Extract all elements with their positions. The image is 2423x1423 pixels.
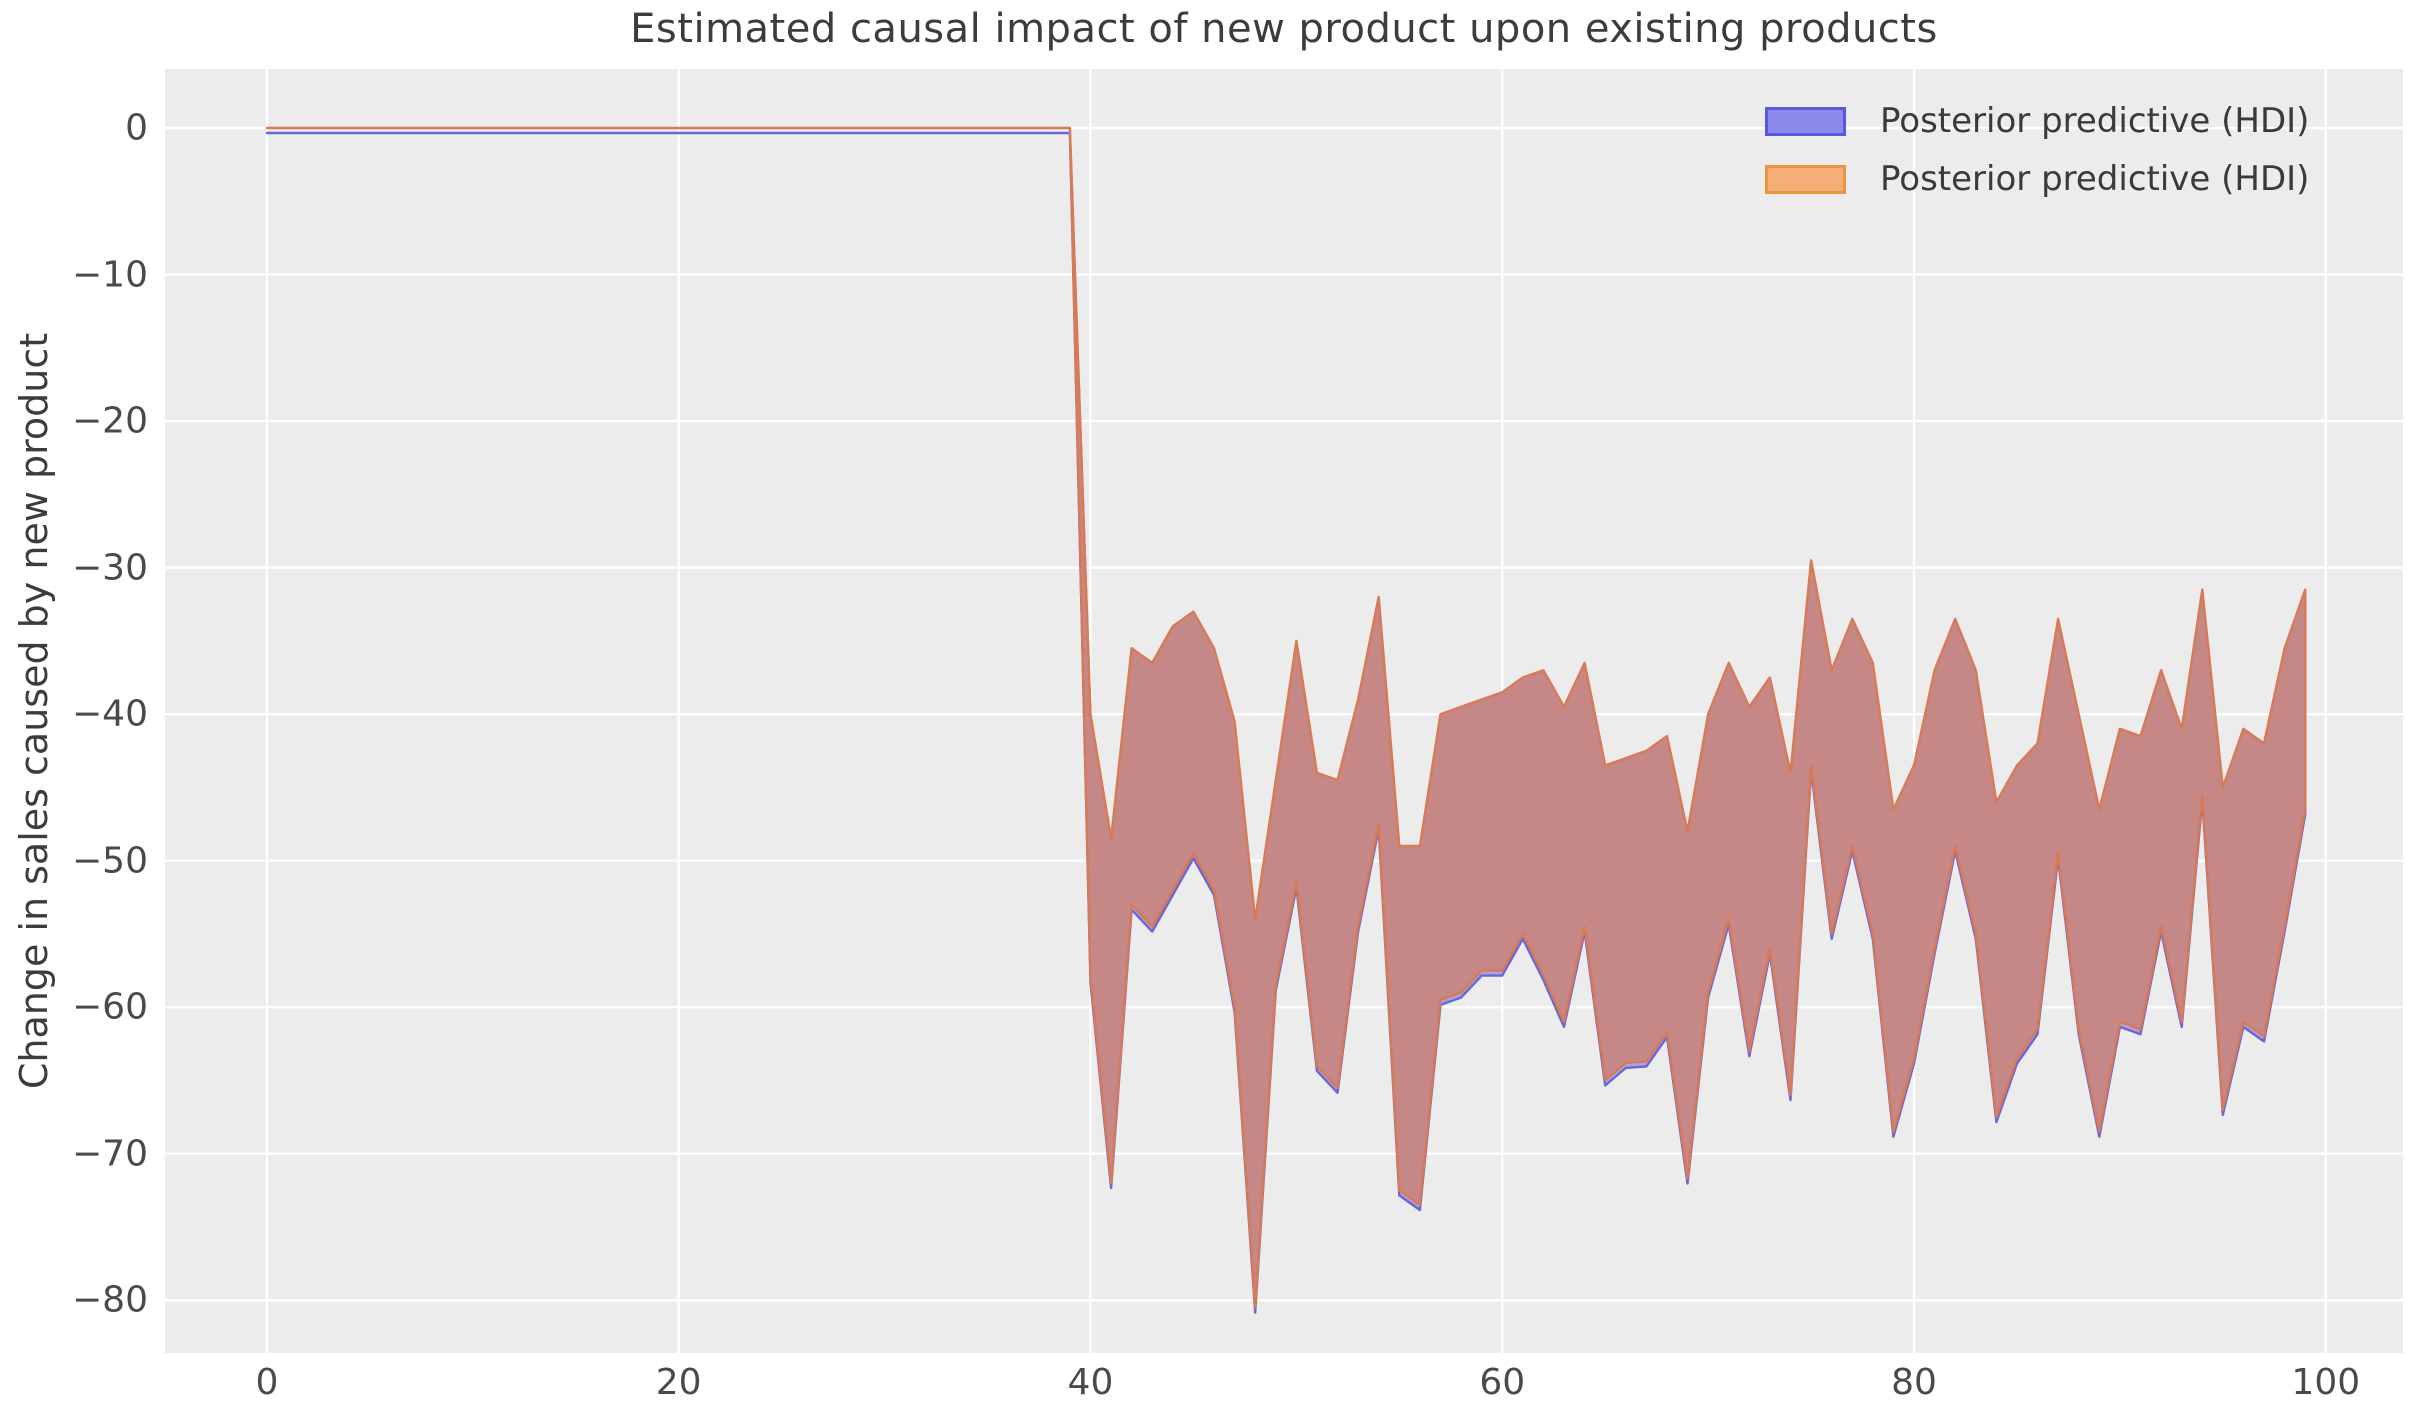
y-tick-label: −70 (72, 1133, 148, 1175)
legend: Posterior predictive (HDI) Posterior pre… (1765, 92, 2309, 208)
legend-item-orange: Posterior predictive (HDI) (1765, 150, 2309, 208)
x-tick-label: 20 (655, 1362, 702, 1403)
x-tick-label: 60 (1479, 1362, 1526, 1403)
posterior-predictive-band-orange (265, 126, 2307, 1309)
legend-label: Posterior predictive (HDI) (1880, 101, 2310, 141)
blue-hdi-patch-icon (1765, 106, 1846, 136)
y-tick-label: −50 (72, 840, 148, 882)
y-tick-label: −60 (72, 986, 148, 1028)
legend-item-blue: Posterior predictive (HDI) (1765, 92, 2309, 150)
y-tick-label: 0 (125, 107, 148, 149)
orange-hdi-patch-icon (1765, 164, 1846, 194)
chart-title: Estimated causal impact of new product u… (630, 6, 1938, 52)
x-tick-label: 100 (2291, 1362, 2361, 1403)
plot-area (165, 69, 2403, 1353)
legend-label: Posterior predictive (HDI) (1880, 159, 2310, 199)
y-tick-label: −20 (72, 400, 148, 442)
y-tick-label: −80 (72, 1279, 148, 1321)
x-tick-label: 80 (1891, 1362, 1937, 1403)
x-tick-label: 40 (1067, 1362, 1114, 1403)
y-tick-label: −40 (72, 693, 148, 735)
y-tick-label: −10 (72, 254, 148, 296)
x-tick-label: 0 (255, 1362, 279, 1403)
y-tick-label: −30 (72, 547, 148, 589)
